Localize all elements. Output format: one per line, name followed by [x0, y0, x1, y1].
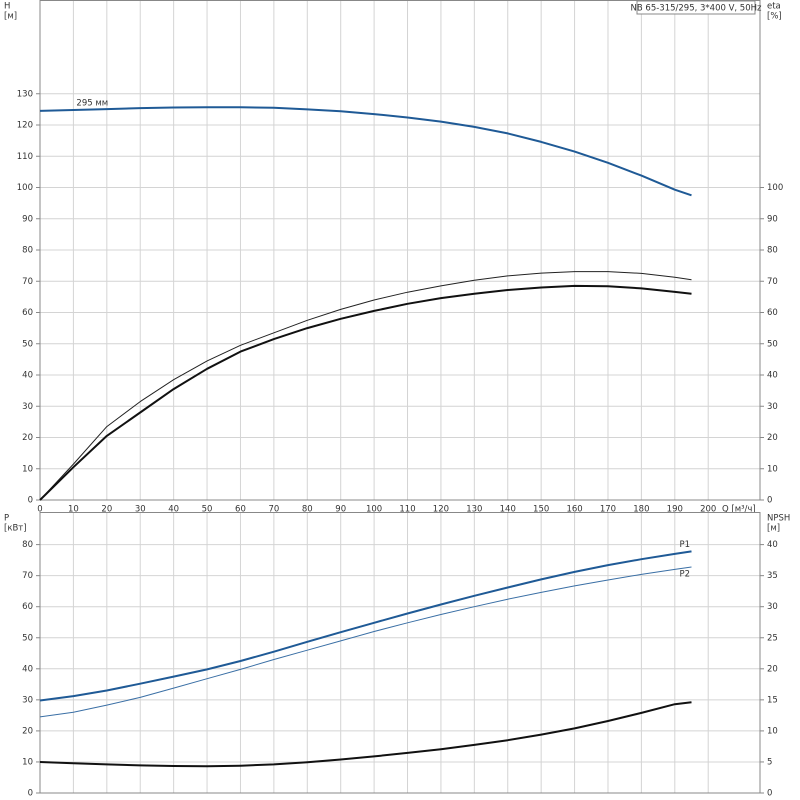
y2-axis-unit: [м]: [767, 524, 780, 534]
x-tick-label: 20: [101, 505, 112, 515]
curve: [39, 106, 692, 197]
y2-tick-label: 5: [767, 757, 772, 767]
y-axis-unit: [кВт]: [4, 524, 27, 534]
curve: [39, 566, 692, 718]
y2-tick-label: 25: [767, 633, 778, 643]
curve: [39, 701, 692, 768]
y2-axis-label: eta: [767, 2, 781, 12]
y-tick-label: 70: [22, 277, 33, 287]
x-tick-label: 40: [168, 505, 179, 515]
x-tick-label: 90: [335, 505, 346, 515]
y-tick-label: 80: [22, 246, 33, 256]
x-tick-label: 60: [235, 505, 246, 515]
curve: [39, 284, 692, 501]
y-axis-label: P: [4, 514, 9, 524]
y2-tick-label: 90: [767, 214, 778, 224]
y2-tick-label: 80: [767, 246, 778, 256]
x-tick-label: 100: [366, 505, 382, 515]
x-axis-label: Q [м³/ч]: [722, 505, 756, 515]
y2-tick-label: 40: [767, 371, 778, 381]
y2-tick-label: 15: [767, 695, 778, 705]
chart-title: NB 65-315/295, 3*400 V, 50Hz: [631, 4, 762, 14]
y-tick-label: 100: [17, 183, 33, 193]
y-axis-label: H: [4, 2, 10, 12]
y2-tick-label: 100: [767, 183, 783, 193]
y-tick-label: 30: [22, 695, 33, 705]
x-tick-label: 140: [500, 505, 516, 515]
y2-tick-label: 20: [767, 433, 778, 443]
x-tick-label: 120: [433, 505, 449, 515]
y-tick-label: 50: [22, 339, 33, 349]
x-tick-label: 10: [68, 505, 79, 515]
plot-frame: [39, 0, 761, 501]
y-tick-label: 40: [22, 664, 33, 674]
title-box: [636, 0, 756, 15]
curve-label: P1: [680, 540, 691, 550]
y-tick-label: 90: [22, 214, 33, 224]
x-tick-label: 30: [135, 505, 146, 515]
y-tick-label: 20: [22, 726, 33, 736]
y-tick-label: 30: [22, 402, 33, 412]
y2-tick-label: 10: [767, 464, 778, 474]
curve-label: P2: [680, 569, 691, 579]
y-tick-label: 70: [22, 571, 33, 581]
y-tick-label: 50: [22, 633, 33, 643]
y-axis-unit: [м]: [4, 12, 17, 22]
y2-tick-label: 60: [767, 308, 778, 318]
y-tick-label: 0: [28, 496, 33, 506]
y2-tick-label: 70: [767, 277, 778, 287]
y2-tick-label: 30: [767, 602, 778, 612]
x-tick-label: 150: [533, 505, 549, 515]
plot-frame: [39, 512, 761, 794]
y-tick-label: 130: [17, 89, 33, 99]
y2-axis-unit: [%]: [767, 12, 782, 22]
x-tick-label: 200: [700, 505, 716, 515]
y-tick-label: 60: [22, 308, 33, 318]
y2-tick-label: 0: [767, 496, 772, 506]
x-tick-label: 110: [399, 505, 415, 515]
y-tick-label: 110: [17, 152, 33, 162]
y-tick-label: 10: [22, 757, 33, 767]
x-tick-label: 190: [667, 505, 683, 515]
curve: [39, 550, 692, 702]
x-tick-label: 80: [302, 505, 313, 515]
curve-label: 295 мм: [76, 99, 108, 109]
y2-tick-label: 50: [767, 339, 778, 349]
y-tick-label: 80: [22, 540, 33, 550]
y2-tick-label: 0: [767, 789, 772, 799]
curve: [39, 271, 692, 501]
x-tick-label: 50: [202, 505, 213, 515]
y2-tick-label: 35: [767, 571, 778, 581]
x-tick-label: 170: [600, 505, 616, 515]
y2-tick-label: 10: [767, 726, 778, 736]
x-tick-label: 160: [566, 505, 582, 515]
y-tick-label: 10: [22, 464, 33, 474]
y-tick-label: 60: [22, 602, 33, 612]
x-tick-label: 70: [268, 505, 279, 515]
x-tick-label: 180: [633, 505, 649, 515]
y-tick-label: 20: [22, 433, 33, 443]
y-tick-label: 40: [22, 371, 33, 381]
x-tick-label: 130: [466, 505, 482, 515]
x-tick-label: 0: [37, 505, 42, 515]
y2-tick-label: 40: [767, 540, 778, 550]
y2-tick-label: 20: [767, 664, 778, 674]
y2-axis-label: NPSH: [767, 514, 790, 524]
y-tick-label: 0: [28, 789, 33, 799]
y2-tick-label: 30: [767, 402, 778, 412]
y-tick-label: 120: [17, 121, 33, 131]
